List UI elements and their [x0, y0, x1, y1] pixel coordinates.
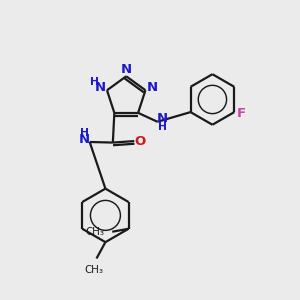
Text: CH₃: CH₃ — [84, 265, 103, 275]
Text: H: H — [158, 122, 167, 132]
Text: N: N — [146, 81, 158, 94]
Text: N: N — [79, 133, 90, 146]
Text: H: H — [80, 128, 89, 138]
Text: O: O — [134, 135, 145, 148]
Text: N: N — [157, 112, 168, 125]
Text: CH₃: CH₃ — [86, 227, 105, 237]
Text: F: F — [236, 107, 245, 120]
Text: N: N — [95, 81, 106, 94]
Text: N: N — [121, 63, 132, 76]
Text: H: H — [90, 77, 99, 87]
